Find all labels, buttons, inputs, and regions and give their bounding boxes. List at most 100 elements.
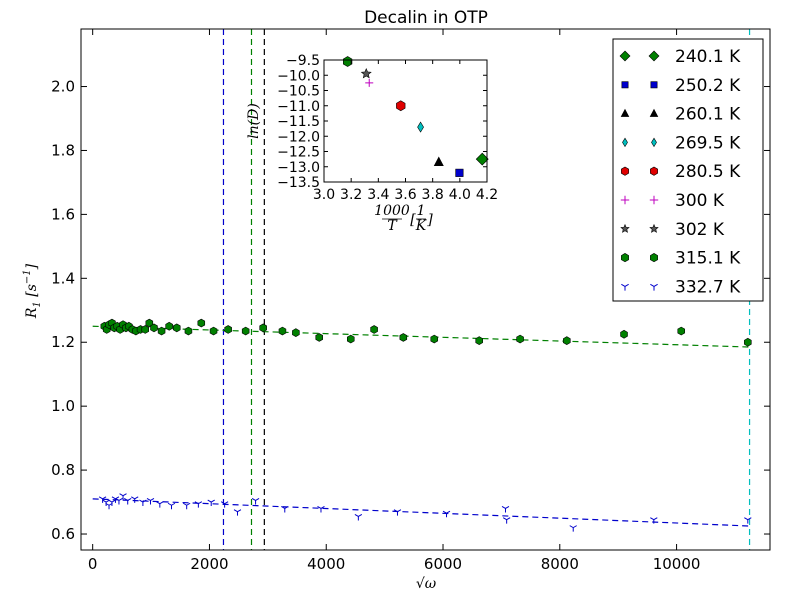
y-tick-label-6: 1.8 bbox=[51, 141, 75, 159]
svg-text:K: K bbox=[415, 218, 428, 234]
legend-marker-b-3 bbox=[651, 137, 657, 148]
data-point-s0-37 bbox=[744, 337, 752, 347]
inset-y-tick-label-8: −13.5 bbox=[277, 175, 320, 191]
inset-point-6 bbox=[360, 67, 372, 79]
data-point-s0-36 bbox=[677, 326, 686, 336]
svg-text:1: 1 bbox=[417, 203, 426, 219]
data-point-s1-13 bbox=[182, 502, 191, 510]
data-point-s0-17 bbox=[165, 321, 173, 331]
data-point-s1-11 bbox=[156, 501, 164, 508]
x-tick-label-4: 8000 bbox=[541, 555, 579, 573]
inset-x-ticks: 3.0 3.2 3.4 3.6 3.8 4.0 4.2 bbox=[313, 60, 498, 203]
data-point-s0-21 bbox=[209, 326, 218, 336]
data-point-s0-35 bbox=[620, 329, 628, 339]
data-point-s1-9 bbox=[139, 499, 147, 507]
inset-x-tick-label-4: 3.8 bbox=[422, 187, 444, 203]
legend-marker-a-8 bbox=[621, 283, 629, 291]
legend-frame bbox=[612, 38, 764, 302]
data-point-s1-28 bbox=[744, 517, 752, 524]
legend-label-0: 240.1 K bbox=[675, 47, 741, 67]
inset-x-tick-label-0: 3.0 bbox=[313, 187, 335, 203]
legend-marker-b-6 bbox=[649, 223, 659, 233]
y-tick-label-1: 0.8 bbox=[51, 461, 75, 479]
inset-x-tick-label-6: 4.2 bbox=[476, 187, 498, 203]
data-point-s0-13 bbox=[141, 325, 149, 334]
inset-x-tick-label-5: 4.0 bbox=[449, 187, 471, 203]
inset-chart: 3.0 3.2 3.4 3.6 3.8 4.0 4.2 −9.5−10.0−10.5−11.… bbox=[246, 53, 498, 234]
main-y-ticks: 0.6 0.8 1.0 1.2 1.4 1.6 1.8 2.0 bbox=[51, 78, 770, 543]
data-point-s0-29 bbox=[370, 325, 378, 334]
data-point-s0-23 bbox=[241, 326, 250, 336]
data-point-s0-27 bbox=[315, 333, 323, 342]
legend-label-5: 300 K bbox=[675, 191, 725, 211]
legend: 240.1 K 250.2 K 260.1 K 269.5 K 280.5 K 300 K… bbox=[612, 38, 764, 302]
inset-background bbox=[324, 60, 487, 182]
data-point-s1-12 bbox=[167, 502, 176, 510]
data-point-s1-27 bbox=[650, 517, 658, 524]
legend-marker-a-5 bbox=[620, 195, 630, 205]
x-tick-label-3: 6000 bbox=[424, 555, 462, 573]
inset-y-tick-label-6: −12.5 bbox=[277, 145, 320, 161]
inset-point-0 bbox=[475, 152, 489, 166]
legend-marker-a-0 bbox=[619, 50, 631, 62]
legend-label-2: 260.1 K bbox=[675, 105, 741, 125]
svg-text:T: T bbox=[387, 218, 398, 234]
inset-point-7 bbox=[342, 56, 353, 67]
legend-label-7: 315.1 K bbox=[675, 249, 741, 269]
inset-point-1 bbox=[455, 168, 464, 177]
data-point-s0-22 bbox=[224, 325, 232, 334]
main-x-ticks: 0 2000 4000 6000 8000 10000 bbox=[88, 29, 701, 573]
legend-label-6: 302 K bbox=[675, 220, 725, 240]
inset-point-2 bbox=[433, 156, 444, 166]
legend-marker-b-4 bbox=[650, 166, 658, 176]
inset-y-tick-label-2: −10.5 bbox=[277, 84, 320, 100]
y-tick-label-2: 1.0 bbox=[51, 397, 75, 415]
inset-x-tick-label-2: 3.4 bbox=[367, 187, 389, 203]
x-axis-label: √ω bbox=[416, 576, 437, 592]
inset-point-5 bbox=[365, 78, 374, 87]
y-tick-label-7: 2.0 bbox=[51, 78, 75, 96]
data-point-s1-19 bbox=[281, 506, 289, 513]
data-point-s0-18 bbox=[173, 323, 181, 333]
legend-marker-a-7 bbox=[621, 253, 629, 263]
data-point-s1-17 bbox=[233, 509, 242, 516]
inset-y-tick-label-0: −9.5 bbox=[286, 53, 320, 69]
legend-marker-b-7 bbox=[650, 253, 658, 263]
legend-marker-b-5 bbox=[649, 195, 659, 205]
data-point-s0-14 bbox=[145, 318, 154, 328]
main-points-layer bbox=[98, 318, 752, 532]
data-point-s1-7 bbox=[123, 498, 132, 505]
inset-y-tick-label-7: −13.0 bbox=[277, 160, 320, 176]
data-point-s0-34 bbox=[563, 336, 571, 345]
data-point-s0-24 bbox=[259, 323, 267, 333]
data-point-s1-15 bbox=[207, 499, 215, 507]
main-plot-frame bbox=[80, 28, 771, 551]
data-point-s1-0 bbox=[98, 496, 107, 503]
data-point-s1-8 bbox=[130, 496, 139, 503]
svg-text:]: ] bbox=[426, 212, 433, 228]
data-point-s1-3 bbox=[108, 499, 116, 507]
data-point-s0-20 bbox=[197, 318, 206, 328]
x-tick-label-2: 4000 bbox=[307, 555, 345, 573]
inset-y-axis-label: ln(D) bbox=[246, 103, 262, 139]
legend-marker-a-6 bbox=[620, 223, 630, 233]
legend-marker-b-0 bbox=[648, 50, 660, 62]
data-point-s1-18 bbox=[251, 498, 260, 505]
data-point-s1-10 bbox=[146, 498, 155, 505]
data-point-s0-16 bbox=[157, 326, 166, 336]
data-point-s1-25 bbox=[502, 517, 511, 524]
inset-y-tick-label-1: −10.0 bbox=[277, 68, 320, 84]
legend-marker-b-8 bbox=[650, 283, 658, 291]
data-point-s1-22 bbox=[393, 509, 402, 516]
y-tick-label-4: 1.4 bbox=[51, 269, 75, 287]
data-point-s1-24 bbox=[501, 506, 510, 513]
legend-marker-b-1 bbox=[650, 81, 658, 89]
data-point-s0-31 bbox=[430, 334, 439, 344]
inset-point-3 bbox=[417, 121, 424, 133]
data-point-s0-19 bbox=[184, 326, 193, 336]
x-tick-label-5: 10000 bbox=[653, 555, 701, 573]
inset-y-tick-label-4: −11.5 bbox=[277, 114, 320, 130]
legend-label-4: 280.5 K bbox=[675, 162, 741, 182]
data-point-s0-32 bbox=[475, 336, 483, 345]
chart-title: Decalin in OTP bbox=[364, 8, 488, 28]
